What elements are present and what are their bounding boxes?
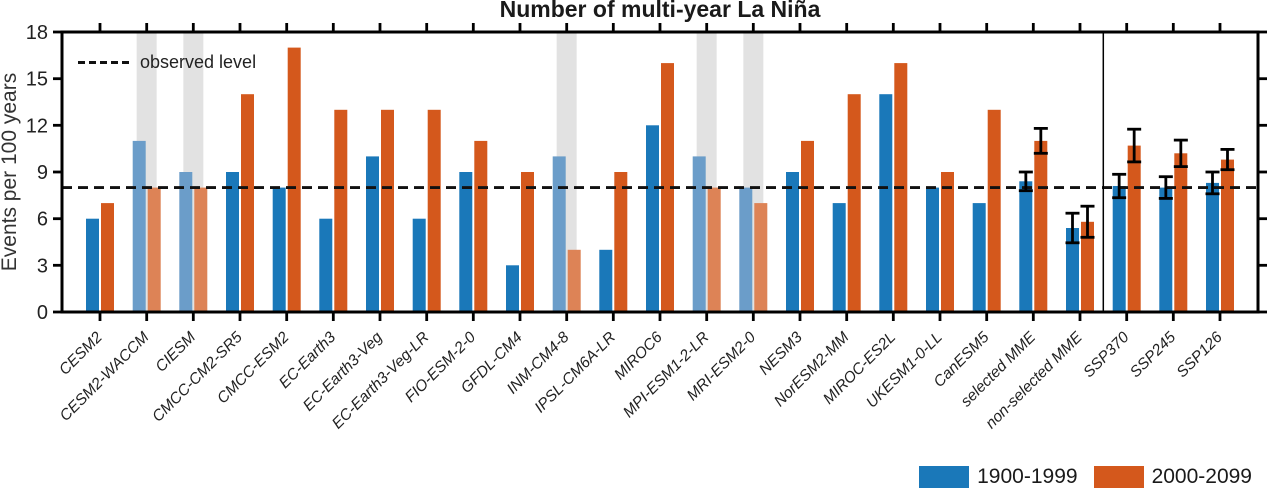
error-bar-2000-2099-selected-MME bbox=[1033, 126, 1048, 155]
bar-1900-1999-MRI-ESM2-0 bbox=[739, 187, 753, 312]
bar-2000-2099-selected-MME bbox=[1034, 140, 1048, 312]
bar-2000-2099-EC-Earth3-Veg bbox=[381, 109, 394, 312]
bar-2000-2099-NorESM2-MM bbox=[847, 94, 861, 312]
bar-2000-2099-CESM2-WACCM bbox=[147, 187, 161, 312]
bar-2000-2099-NESM3 bbox=[801, 140, 814, 312]
bar-1900-1999-selected-MME bbox=[1019, 181, 1033, 312]
bar-2000-2099-FIO-ESM-2-0 bbox=[474, 140, 488, 312]
bar-2000-2099-CIESM bbox=[194, 187, 208, 312]
y-axis-label: Events per 100 years bbox=[0, 72, 21, 272]
bar-2000-2099-SSP370 bbox=[1127, 145, 1141, 312]
bar-2000-2099-CESM2 bbox=[101, 203, 114, 312]
bar-2000-2099-CMCC-CM2-SR5 bbox=[241, 94, 254, 312]
error-bar-1900-1999-SSP245 bbox=[1158, 175, 1173, 200]
bar-2000-2099-SSP126 bbox=[1221, 159, 1234, 312]
bar-1900-1999-SSP245 bbox=[1159, 187, 1173, 312]
bar-2000-2099-SSP245 bbox=[1174, 153, 1188, 312]
error-bar-1900-1999-SSP126 bbox=[1205, 170, 1220, 196]
x-tick-label-IPSL-CM6A-LR: IPSL-CM6A-LR bbox=[532, 329, 620, 417]
x-tick-label-SSP126: SSP126 bbox=[1174, 329, 1227, 382]
observed-level-annotation: observed level bbox=[78, 51, 256, 73]
bar-1900-1999-IPSL-CM6A-LR bbox=[599, 249, 613, 312]
legend-item-2000-2099: 2000-2099 bbox=[1093, 465, 1252, 489]
bar-1900-1999-CMCC-ESM2 bbox=[272, 187, 286, 312]
bar-1900-1999-INM-CM4-8 bbox=[552, 156, 566, 312]
bar-1900-1999-EC-Earth3 bbox=[319, 218, 333, 312]
legend-swatch-orange bbox=[1093, 466, 1144, 488]
y-tick-label-9: 9 bbox=[37, 162, 48, 184]
bar-1900-1999-CESM2 bbox=[86, 218, 99, 312]
bar-1900-1999-SSP370 bbox=[1112, 186, 1126, 312]
error-bar-2000-2099-SSP126 bbox=[1220, 147, 1235, 172]
y-tick-label-0: 0 bbox=[37, 302, 48, 324]
bar-2000-2099-UKESM1-0-LL bbox=[941, 172, 954, 312]
legend-item-1900-1999: 1900-1999 bbox=[919, 465, 1078, 489]
bar-2000-2099-MRI-ESM2-0 bbox=[754, 203, 768, 312]
bar-1900-1999-CIESM bbox=[179, 172, 193, 312]
bar-1900-1999-UKESM1-0-LL bbox=[926, 187, 939, 312]
error-bar-2000-2099-SSP245 bbox=[1173, 138, 1188, 169]
bar-1900-1999-CanESM5 bbox=[972, 203, 986, 312]
x-tick-label-SSP245: SSP245 bbox=[1127, 329, 1180, 382]
bar-1900-1999-EC-Earth3-Veg bbox=[366, 156, 379, 312]
legend: 1900-1999 2000-2099 bbox=[919, 465, 1252, 489]
bar-1900-1999-NorESM2-MM bbox=[832, 203, 846, 312]
bar-2000-2099-INM-CM4-8 bbox=[567, 249, 581, 312]
x-tick-label-EC-Earth3-Veg: EC-Earth3-Veg bbox=[300, 329, 386, 415]
x-tick-label-SSP370: SSP370 bbox=[1080, 329, 1133, 382]
bar-1900-1999-MPI-ESM1-2-LR bbox=[692, 156, 706, 312]
bar-1900-1999-EC-Earth3-Veg-LR bbox=[412, 218, 426, 312]
legend-label-2000-2099: 2000-2099 bbox=[1151, 465, 1252, 488]
bar-1900-1999-CESM2-WACCM bbox=[132, 140, 146, 312]
dashed-line-sample-icon bbox=[78, 60, 130, 64]
bar-2000-2099-IPSL-CM6A-LR bbox=[614, 172, 628, 312]
bar-1900-1999-GFDL-CM4 bbox=[506, 265, 519, 312]
error-bar-1900-1999-SSP370 bbox=[1112, 172, 1127, 200]
legend-label-1900-1999: 1900-1999 bbox=[977, 465, 1078, 488]
y-tick-label-6: 6 bbox=[37, 209, 48, 231]
y-tick-label-18: 18 bbox=[26, 22, 48, 44]
bar-1900-1999-MIROC6 bbox=[646, 125, 659, 312]
legend-swatch-blue bbox=[919, 466, 970, 488]
bar-2000-2099-EC-Earth3-Veg-LR bbox=[427, 109, 441, 312]
x-tick-label-CESM2-WACCM: CESM2-WACCM bbox=[57, 329, 153, 425]
error-bar-2000-2099-SSP370 bbox=[1127, 127, 1142, 164]
y-tick-label-12: 12 bbox=[26, 115, 48, 137]
bar-2000-2099-MPI-ESM1-2-LR bbox=[707, 187, 721, 312]
x-tick-label-CIESM: CIESM bbox=[152, 329, 199, 376]
bar-2000-2099-GFDL-CM4 bbox=[521, 172, 534, 312]
bar-2000-2099-non-selected-MME bbox=[1081, 221, 1094, 312]
bar-1900-1999-FIO-ESM-2-0 bbox=[459, 172, 473, 312]
bar-2000-2099-CanESM5 bbox=[987, 109, 1001, 312]
error-bar-2000-2099-non-selected-MME bbox=[1080, 204, 1095, 239]
bar-2000-2099-MIROC6 bbox=[661, 63, 674, 312]
chart-title: Number of multi-year La Niña bbox=[499, 0, 821, 22]
bar-1900-1999-CMCC-CM2-SR5 bbox=[226, 172, 239, 312]
error-bar-1900-1999-non-selected-MME bbox=[1065, 211, 1080, 245]
error-bar-1900-1999-selected-MME bbox=[1018, 170, 1033, 193]
bar-1900-1999-SSP126 bbox=[1206, 182, 1219, 312]
bar-2000-2099-CMCC-ESM2 bbox=[287, 47, 301, 312]
bar-1900-1999-MIROC-ES2L bbox=[879, 94, 893, 312]
bar-1900-1999-NESM3 bbox=[786, 172, 799, 312]
bar-1900-1999-non-selected-MME bbox=[1066, 228, 1079, 312]
observed-level-label: observed level bbox=[140, 51, 257, 72]
bar-2000-2099-EC-Earth3 bbox=[334, 109, 348, 312]
y-tick-label-3: 3 bbox=[37, 255, 48, 277]
x-tick-label-MPI-ESM1-2-LR: MPI-ESM1-2-LR bbox=[620, 329, 712, 421]
y-tick-label-15: 15 bbox=[26, 69, 48, 91]
